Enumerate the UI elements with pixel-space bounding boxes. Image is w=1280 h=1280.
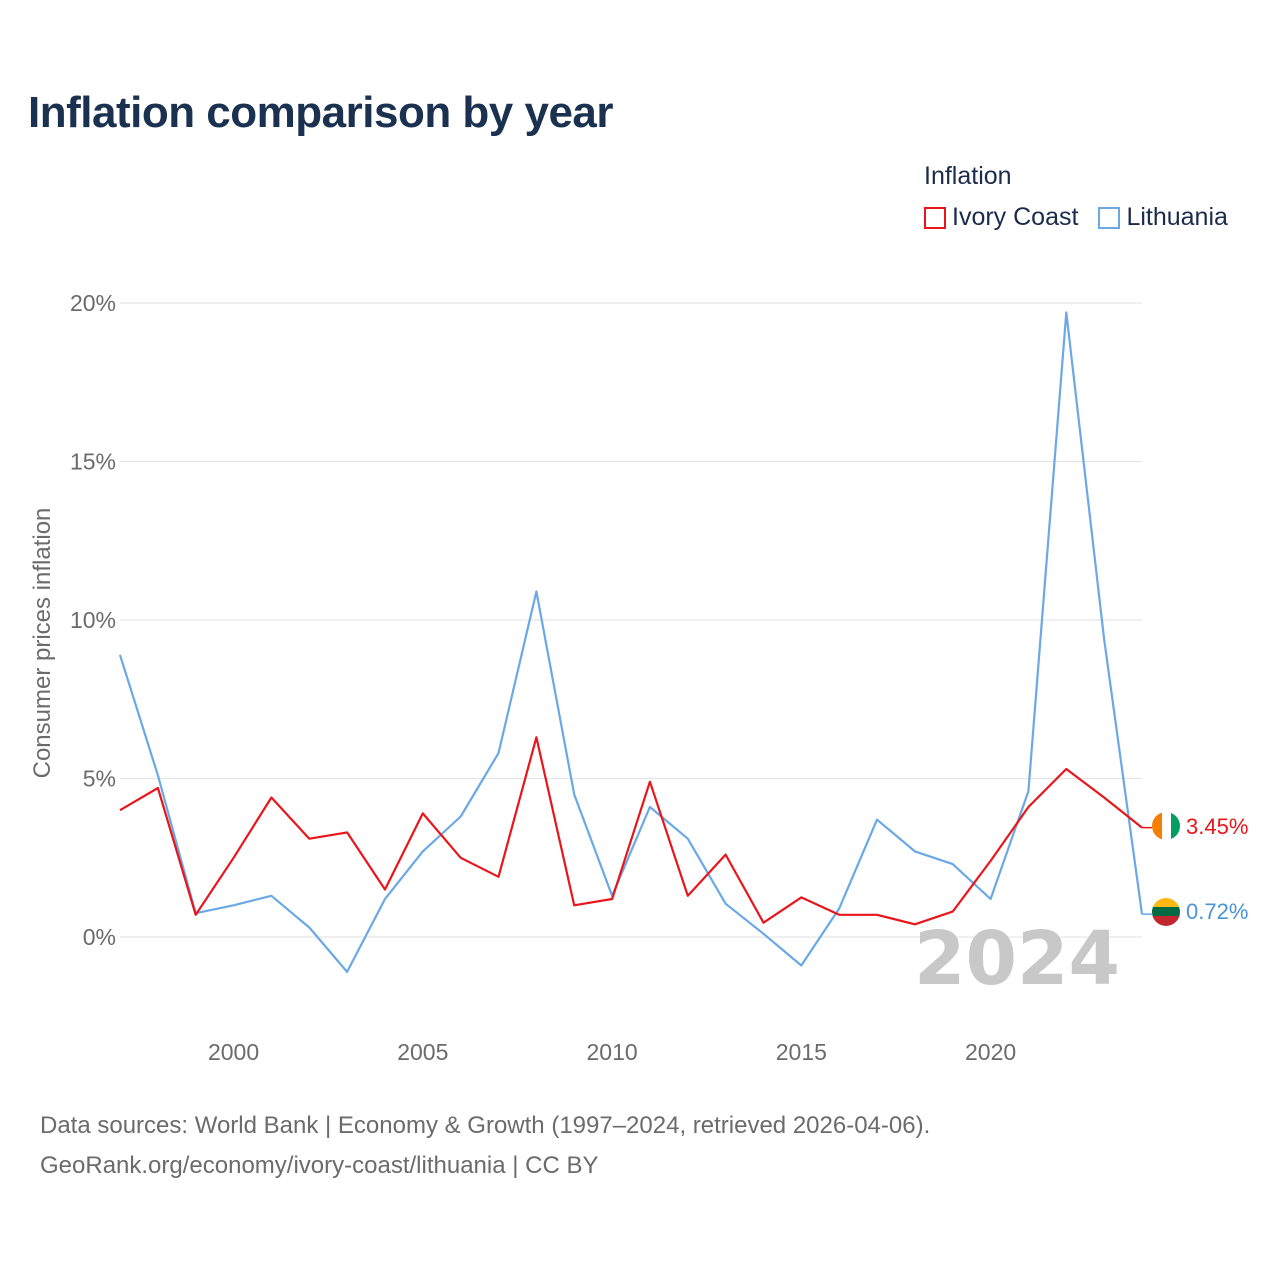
legend-label-lithuania: Lithuania — [1126, 203, 1228, 231]
x-axis-ticks: 2000 2005 2010 2015 2020 — [208, 1039, 1016, 1065]
legend: Inflation Ivory Coast Lithuania — [924, 162, 1264, 232]
line-chart: 0% 5% 10% 15% 20% 2000 2005 2010 2015 2020 Consu… — [29, 290, 1248, 1065]
legend-item-ivory-coast[interactable]: Ivory Coast — [924, 203, 1078, 232]
year-watermark: 2024 — [914, 916, 1120, 1002]
y-axis-label: Consumer prices inflation — [29, 508, 56, 779]
series-line-lithuania[interactable] — [118, 311, 1144, 974]
y-tick-label: 15% — [70, 449, 116, 475]
x-tick-label: 2015 — [776, 1039, 827, 1065]
flag-lithuania-icon — [1152, 898, 1180, 926]
end-label-lithuania: 0.72% — [1186, 899, 1248, 924]
grid-lines — [120, 302, 1142, 938]
series-line-ivory-coast[interactable] — [119, 736, 1143, 926]
legend-item-lithuania[interactable]: Lithuania — [1098, 203, 1228, 232]
x-tick-label: 2020 — [965, 1039, 1016, 1065]
end-label-ivory-coast: 3.45% — [1186, 814, 1248, 839]
y-tick-label: 20% — [70, 290, 116, 316]
x-tick-label: 2005 — [397, 1039, 448, 1065]
y-tick-label: 5% — [83, 766, 116, 792]
chart-title: Inflation comparison by year — [28, 88, 614, 137]
x-tick-label: 2000 — [208, 1039, 259, 1065]
footer-sources: Data sources: World Bank | Economy & Gro… — [40, 1112, 931, 1139]
footer-link[interactable]: GeoRank.org/economy/ivory-coast/lithuani… — [40, 1152, 599, 1179]
legend-label-ivory-coast: Ivory Coast — [952, 203, 1079, 231]
footer: Data sources: World Bank | Economy & Gro… — [40, 1106, 930, 1186]
legend-title: Inflation — [924, 162, 1012, 190]
x-tick-label: 2010 — [586, 1039, 637, 1065]
legend-swatch-lithuania — [1098, 206, 1121, 229]
series-lines — [118, 311, 1144, 974]
legend-swatch-ivory-coast — [924, 206, 946, 229]
y-axis-ticks: 0% 5% 10% 15% 20% — [70, 290, 116, 950]
y-tick-label: 10% — [70, 607, 116, 633]
flag-ivory-coast-icon — [1152, 812, 1180, 840]
y-tick-label: 0% — [83, 924, 116, 950]
